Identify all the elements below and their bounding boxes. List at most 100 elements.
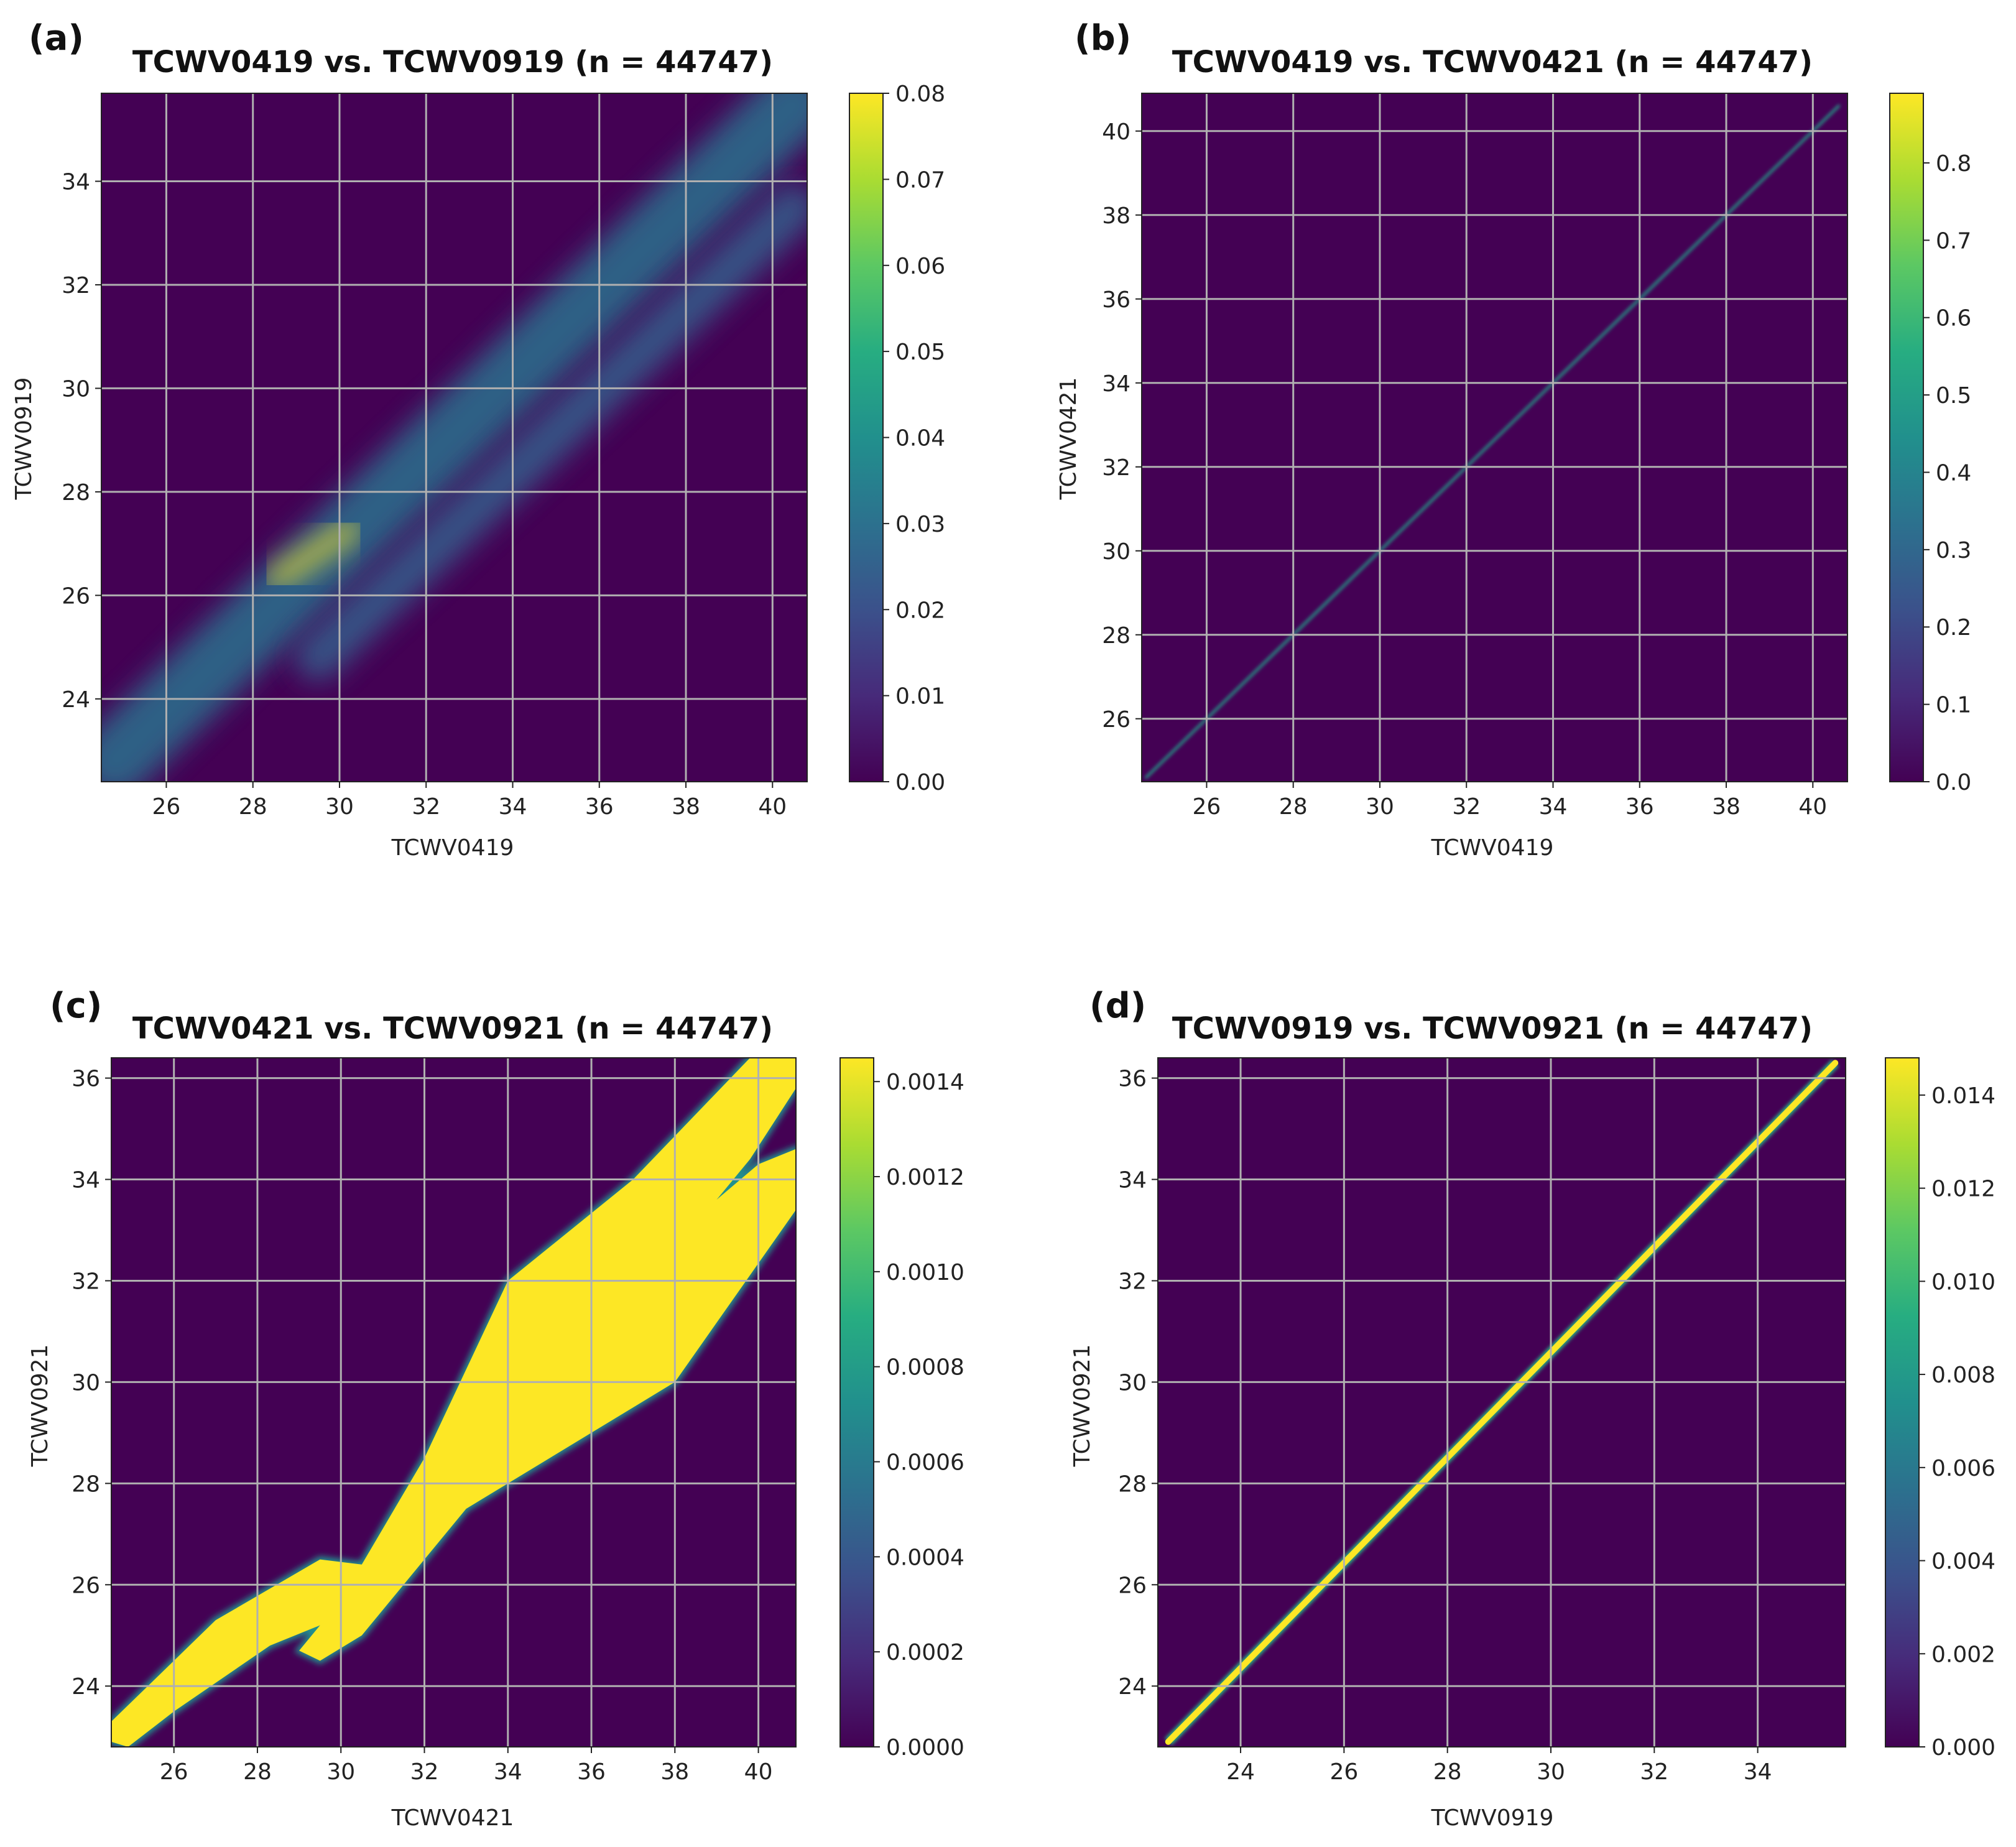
colorbar-tick-label: 0.06: [895, 254, 945, 279]
colorbar-gradient: [849, 93, 883, 782]
panel-d: (d) TCWV0919 vs. TCWV0921 (n = 44747) 24…: [1070, 986, 1995, 1831]
x-tick-label: 40: [758, 794, 787, 820]
colorbar-tick-label: 0.0008: [886, 1355, 964, 1381]
y-axis-label: TCWV0421: [1056, 377, 1081, 501]
colorbar-tick-label: 0.05: [895, 340, 945, 365]
colorbar-tick-label: 0.012: [1931, 1177, 1995, 1202]
y-tick-label: 34: [62, 169, 90, 195]
colorbar-tick-label: 0.04: [895, 426, 945, 451]
colorbar: 0.00 0.01 0.02 0.03 0.04 0.05 0.06 0.07 0.08: [849, 81, 945, 795]
x-tick-label: 26: [1193, 794, 1221, 820]
y-tick-label: 24: [62, 687, 90, 713]
x-tick-label: 28: [1433, 1759, 1462, 1785]
y-tick-label: 28: [1118, 1471, 1147, 1497]
x-tick-label: 30: [1366, 794, 1394, 820]
x-tick-label: 36: [585, 794, 614, 820]
panel-c: (c) TCWV0421 vs. TCWV0921 (n = 44747) 26…: [27, 986, 964, 1831]
colorbar-tick-label: 0.4: [1936, 460, 1971, 486]
panel-label: (d): [1089, 986, 1146, 1026]
chart-title: TCWV0419 vs. TCWV0421 (n = 44747): [1172, 45, 1813, 80]
density-layer: [1165, 1059, 1839, 1746]
y-tick-label: 36: [1118, 1067, 1147, 1092]
colorbar-tick-label: 0.8: [1936, 151, 1971, 177]
y-axis-label: TCWV0921: [1070, 1345, 1095, 1468]
colorbar: 0.000 0.002 0.004 0.006 0.008 0.010 0.012 0.014: [1885, 1057, 1995, 1761]
y-tick-label: 28: [62, 480, 90, 506]
colorbar-frame: [839, 1057, 874, 1747]
x-tick-label: 36: [577, 1759, 606, 1785]
panel-label: (c): [50, 986, 102, 1026]
density-saturated-region: [111, 1058, 796, 1747]
panel-a: (a) TCWV0419 vs. TCWV0919 (n = 44747) 26…: [11, 18, 945, 861]
x-tick-label: 32: [412, 794, 440, 820]
colorbar-tick-label: 0.0012: [886, 1165, 964, 1190]
x-tick-label: 34: [1539, 794, 1568, 820]
y-axis-ticks: 26 28 30 32 34 36 38 40: [1102, 119, 1142, 733]
y-tick-label: 36: [72, 1067, 100, 1092]
colorbar-tick-label: 0.0004: [886, 1545, 964, 1570]
x-tick-label: 38: [660, 1759, 689, 1785]
axes-frame: [111, 1057, 797, 1747]
y-tick-label: 32: [1102, 455, 1131, 481]
colorbar-tick-label: 0.6: [1936, 306, 1971, 331]
x-axis-ticks: 26 28 30 32 34 36 38 40: [160, 1747, 773, 1785]
y-tick-label: 32: [1118, 1269, 1147, 1294]
y-tick-label: 30: [1118, 1370, 1147, 1396]
x-tick-label: 26: [152, 794, 181, 820]
y-tick-label: 30: [1102, 539, 1131, 565]
x-axis-label: TCWV0419: [1431, 835, 1554, 861]
colorbar-tick-label: 0.3: [1936, 538, 1971, 563]
x-tick-label: 32: [1452, 794, 1481, 820]
colorbar-frame: [1889, 93, 1924, 782]
grid: [1142, 93, 1847, 782]
panel-b: (b) TCWV0419 vs. TCWV0421 (n = 44747) 26…: [1056, 18, 1971, 861]
colorbar-tick-label: 0.010: [1931, 1269, 1995, 1295]
y-tick-label: 34: [1118, 1168, 1147, 1193]
grid: [1158, 1058, 1846, 1747]
plot-area: [1157, 1057, 1846, 1747]
y-tick-label: 38: [1102, 203, 1131, 229]
x-tick-label: 34: [1744, 1759, 1772, 1785]
y-tick-label: 30: [62, 376, 90, 402]
plot-area: [1141, 93, 1848, 782]
colorbar-tick-label: 0.08: [895, 81, 945, 107]
colorbar-tick-label: 0.0002: [886, 1640, 964, 1665]
x-tick-label: 28: [1279, 794, 1308, 820]
colorbar-gradient: [1890, 93, 1923, 782]
colorbar-tick-label: 0.008: [1931, 1363, 1995, 1388]
x-axis-label: TCWV0919: [1431, 1805, 1554, 1831]
x-tick-label: 34: [494, 1759, 522, 1785]
colorbar-tick-label: 0.0014: [886, 1070, 964, 1095]
y-axis-ticks: 24 26 28 30 32 34: [62, 169, 101, 713]
panel-label: (a): [29, 18, 84, 58]
x-tick-label: 28: [243, 1759, 272, 1785]
x-axis-label: TCWV0421: [391, 1805, 514, 1831]
axes-frame: [1141, 93, 1848, 782]
colorbar-tick-label: 0.02: [895, 598, 945, 623]
x-tick-label: 32: [410, 1759, 439, 1785]
colorbar: 0.0000 0.0002 0.0004 0.0006 0.0008 0.0010 0.00…: [839, 1057, 964, 1761]
colorbar-tick-label: 0.1: [1936, 693, 1971, 718]
x-tick-label: 26: [160, 1759, 188, 1785]
colorbar-tick-label: 0.014: [1931, 1083, 1995, 1109]
y-tick-label: 32: [62, 273, 90, 299]
y-tick-label: 26: [1102, 707, 1131, 733]
x-axis-ticks: 24 26 28 30 32 34: [1226, 1747, 1772, 1785]
density-main-ridge: [101, 93, 807, 782]
y-tick-label: 24: [1118, 1674, 1147, 1700]
chart-title: TCWV0421 vs. TCWV0921 (n = 44747): [132, 1011, 773, 1046]
axes-frame: [1157, 1057, 1846, 1747]
y-axis-ticks: 24 26 28 30 32 34 36: [72, 1067, 111, 1700]
colorbar-gradient: [1885, 1058, 1919, 1747]
colorbar-gradient: [840, 1058, 874, 1747]
axes-frame: [101, 93, 808, 782]
x-tick-label: 28: [239, 794, 267, 820]
y-tick-label: 36: [1102, 287, 1131, 313]
y-axis-label: TCWV0921: [27, 1345, 53, 1468]
y-axis-ticks: 24 26 28 30 32 34 36: [1118, 1067, 1158, 1700]
x-tick-label: 40: [744, 1759, 773, 1785]
chart-title: TCWV0919 vs. TCWV0921 (n = 44747): [1172, 1011, 1813, 1046]
y-tick-label: 34: [72, 1168, 100, 1193]
y-tick-label: 26: [72, 1573, 100, 1598]
